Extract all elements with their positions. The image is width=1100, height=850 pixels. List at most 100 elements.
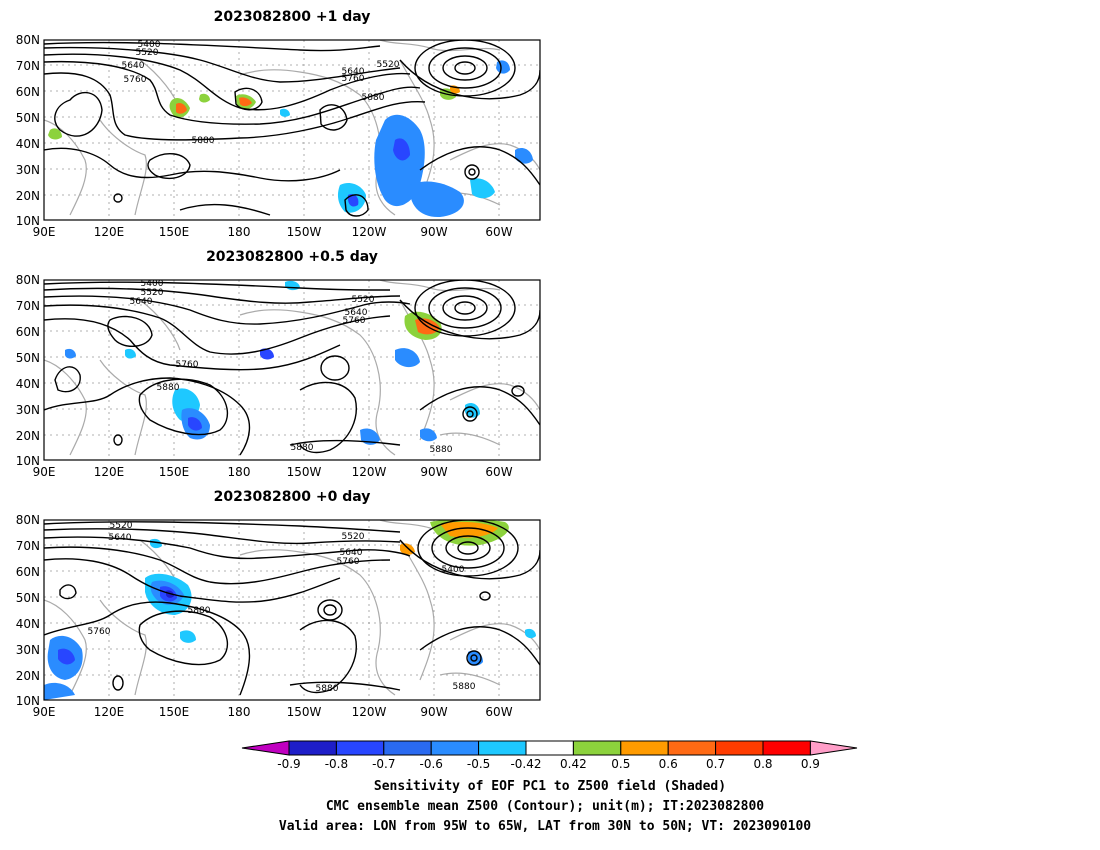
contour-label: 5520 [136,48,159,58]
contour-label: 5880 [192,136,215,146]
colorbar-tick-label: -0.5 [467,757,490,771]
lon-tick-label: 150W [287,225,322,239]
colorbar-tick-label: 0.6 [659,757,678,771]
contour-label: 5640 [109,533,132,543]
colorbar-tick-label: -0.9 [277,757,300,771]
lon-tick-label: 180 [228,465,251,479]
lat-tick-label: 60N [16,325,40,339]
colorbar-tick-label: 0.7 [706,757,725,771]
panel-title: 2023082800 +0 day [214,489,371,505]
lon-tick-label: 60W [485,225,512,239]
lon-axis: 90E 120E 150E 180 150W 120W 90W 60W [33,465,513,479]
contour-label: 5880 [291,443,314,453]
colorbar-swatch [288,740,337,756]
lon-tick-label: 180 [228,705,251,719]
sensitivity-shading [65,280,480,445]
map-panel-plus-0-day: 2023082800 +0 day [16,489,541,719]
colorbar: -0.9 -0.8 -0.7 -0.6 -0.5 -0.42 0.42 0.5 0.6 0.7 0.… [241,740,858,771]
lat-tick-label: 10N [16,694,40,708]
coastlines [44,280,540,456]
contour-label: 5400 [442,565,465,575]
panel-frame [43,279,541,461]
contour-label: 5400 [141,279,164,289]
contour-label: 5880 [453,682,476,692]
lat-axis: 80N 70N 60N 50N 40N 30N 20N 10N [16,273,40,468]
colorbar-tick-label: 0.8 [753,757,772,771]
contour-labels: 5400 5520 5640 5520 5640 5760 5760 5880 … [130,279,453,455]
lon-tick-label: 150W [287,705,322,719]
contour-label: 5880 [316,684,339,694]
lat-tick-label: 30N [16,163,40,177]
lon-tick-label: 120W [352,465,387,479]
z500-contours [44,40,540,217]
lat-tick-label: 60N [16,565,40,579]
lon-tick-label: 90W [420,465,447,479]
coastlines [44,520,540,696]
colorbar-tick-labels: -0.9 -0.8 -0.7 -0.6 -0.5 -0.42 0.42 0.5 0.6 0.7 0.… [277,757,820,771]
contour-label: 5520 [141,288,164,298]
colorbar-swatch [430,740,480,756]
lat-tick-label: 80N [16,273,40,287]
map-panel-plus-0.5-day: 2023082800 +0.5 day [16,249,541,479]
lon-tick-label: 90E [33,225,56,239]
contour-label: 5640 [342,67,365,77]
colorbar-swatch [620,740,669,756]
lat-tick-label: 70N [16,59,40,73]
lat-tick-label: 10N [16,454,40,468]
contour-label: 5760 [88,627,111,637]
lon-tick-label: 90W [420,705,447,719]
caption-line-3: Valid area: LON from 95W to 65W, LAT fro… [279,819,811,834]
lat-tick-label: 40N [16,137,40,151]
colorbar-swatches [241,740,858,756]
colorbar-tick-label: -0.7 [372,757,395,771]
gridlines [44,520,540,700]
lat-tick-label: 80N [16,33,40,47]
lon-tick-label: 120E [94,465,125,479]
colorbar-swatch [241,740,290,756]
lat-tick-label: 80N [16,513,40,527]
panel-frame [43,519,541,701]
contour-label: 5520 [352,295,375,305]
lon-tick-label: 150E [159,705,190,719]
lat-axis: 80N 70N 60N 50N 40N 30N 20N 10N [16,513,40,708]
lat-tick-label: 60N [16,85,40,99]
contour-label: 5760 [343,316,366,326]
colorbar-swatch [715,740,764,756]
lat-tick-label: 20N [16,669,40,683]
contour-label: 5880 [362,93,385,103]
colorbar-swatch [809,740,858,756]
panel-title: 2023082800 +0.5 day [206,249,378,265]
caption-line-1: Sensitivity of EOF PC1 to Z500 field (Sh… [374,779,726,794]
z500-contours [44,520,540,696]
lon-tick-label: 90E [33,465,56,479]
sensitivity-shading [44,520,536,700]
contour-labels: 5520 5640 5520 5640 5760 5400 5880 5760 … [88,521,476,694]
contour-label: 5760 [342,74,365,84]
lon-tick-label: 150E [159,225,190,239]
colorbar-swatch [383,740,432,756]
lon-tick-label: 60W [485,705,512,719]
lon-tick-label: 60W [485,465,512,479]
colorbar-tick-label: -0.6 [419,757,442,771]
colorbar-swatch [667,740,717,756]
lon-tick-label: 180 [228,225,251,239]
colorbar-swatch [525,740,574,756]
contour-label: 5520 [342,532,365,542]
contour-label: 5880 [430,445,453,455]
contour-label: 5640 [340,548,363,558]
panel-title: 2023082800 +1 day [214,9,371,25]
colorbar-tick-label: 0.42 [560,757,587,771]
lat-tick-label: 40N [16,617,40,631]
lon-tick-label: 120E [94,225,125,239]
contour-label: 5760 [176,360,199,370]
lat-tick-label: 30N [16,403,40,417]
colorbar-swatch [335,740,385,756]
lon-axis: 90E 120E 150E 180 150W 120W 90W 60W [33,225,513,239]
contour-label: 5520 [110,521,133,531]
contour-labels: 5400 5520 5640 5760 5520 5640 5760 5880 … [122,40,400,146]
coastlines [44,40,540,216]
lon-tick-label: 90W [420,225,447,239]
colorbar-tick-label: 0.9 [801,757,820,771]
contour-label: 5520 [377,60,400,70]
lat-tick-label: 70N [16,299,40,313]
